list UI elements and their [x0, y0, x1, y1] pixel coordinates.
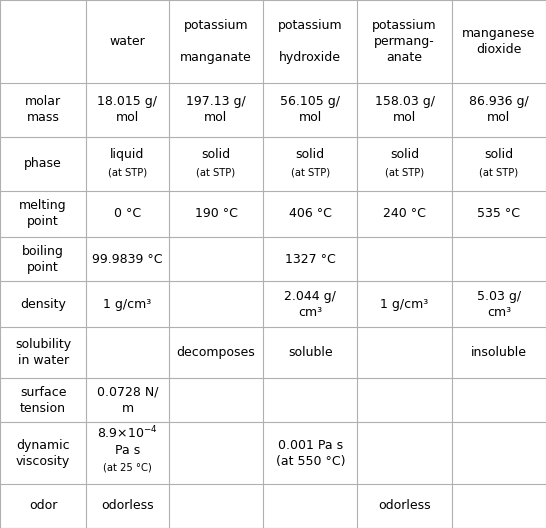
Text: boiling
point: boiling point [22, 244, 64, 274]
Text: odorless: odorless [378, 499, 431, 512]
Text: potassium

hydroxide: potassium hydroxide [278, 19, 342, 64]
Text: solid: solid [484, 148, 513, 161]
Text: 56.105 g/
mol: 56.105 g/ mol [280, 96, 340, 125]
Text: $8.9{\times}10^{-4}$: $8.9{\times}10^{-4}$ [97, 425, 158, 441]
Text: molar
mass: molar mass [25, 96, 61, 125]
Text: surface
tension: surface tension [20, 386, 66, 415]
Text: 0.001 Pa s
(at 550 °C): 0.001 Pa s (at 550 °C) [276, 439, 345, 468]
Text: 5.03 g/
cm³: 5.03 g/ cm³ [477, 290, 521, 319]
Text: (at STP): (at STP) [197, 167, 235, 177]
Text: 86.936 g/
mol: 86.936 g/ mol [469, 96, 529, 125]
Text: 197.13 g/
mol: 197.13 g/ mol [186, 96, 246, 125]
Text: potassium

manganate: potassium manganate [180, 19, 252, 64]
Text: Pa s: Pa s [115, 444, 140, 457]
Text: 2.044 g/
cm³: 2.044 g/ cm³ [284, 290, 336, 319]
Text: 1327 °C: 1327 °C [285, 252, 336, 266]
Text: solid: solid [296, 148, 325, 161]
Text: density: density [20, 298, 66, 310]
Text: solubility
in water: solubility in water [15, 338, 71, 367]
Text: (at STP): (at STP) [108, 167, 147, 177]
Text: liquid: liquid [110, 148, 145, 161]
Text: soluble: soluble [288, 346, 333, 359]
Text: (at 25 °C): (at 25 °C) [103, 463, 152, 473]
Text: (at STP): (at STP) [385, 167, 424, 177]
Text: 535 °C: 535 °C [477, 208, 520, 221]
Text: decomposes: decomposes [176, 346, 256, 359]
Text: solid: solid [201, 148, 230, 161]
Text: 99.9839 °C: 99.9839 °C [92, 252, 163, 266]
Text: 0.0728 N/
m: 0.0728 N/ m [97, 386, 158, 415]
Text: solid: solid [390, 148, 419, 161]
Text: insoluble: insoluble [471, 346, 527, 359]
Text: (at STP): (at STP) [479, 167, 518, 177]
Text: 18.015 g/
mol: 18.015 g/ mol [98, 96, 157, 125]
Text: potassium
permang-
anate: potassium permang- anate [372, 19, 437, 64]
Text: manganese
dioxide: manganese dioxide [462, 27, 536, 56]
Text: (at STP): (at STP) [290, 167, 330, 177]
Text: melting
point: melting point [19, 200, 67, 229]
Text: 1 g/cm³: 1 g/cm³ [381, 298, 429, 310]
Text: dynamic
viscosity: dynamic viscosity [16, 439, 70, 468]
Text: odor: odor [29, 499, 57, 512]
Text: phase: phase [24, 157, 62, 171]
Text: 240 °C: 240 °C [383, 208, 426, 221]
Text: 1 g/cm³: 1 g/cm³ [103, 298, 152, 310]
Text: water: water [110, 35, 145, 48]
Text: 406 °C: 406 °C [289, 208, 331, 221]
Text: 190 °C: 190 °C [194, 208, 238, 221]
Text: odorless: odorless [101, 499, 154, 512]
Text: 0 °C: 0 °C [114, 208, 141, 221]
Text: 158.03 g/
mol: 158.03 g/ mol [375, 96, 435, 125]
